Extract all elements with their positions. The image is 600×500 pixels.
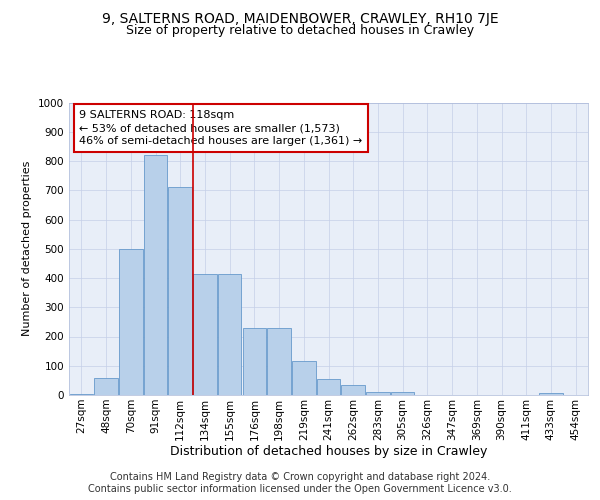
Y-axis label: Number of detached properties: Number of detached properties: [22, 161, 32, 336]
Bar: [391, 392, 415, 395]
Bar: [193, 274, 217, 395]
Bar: [366, 392, 389, 395]
Bar: [539, 393, 563, 395]
Bar: [144, 155, 167, 395]
X-axis label: Distribution of detached houses by size in Crawley: Distribution of detached houses by size …: [170, 446, 487, 458]
Bar: [169, 188, 192, 395]
Bar: [70, 394, 93, 395]
Bar: [119, 249, 143, 395]
Bar: [317, 379, 340, 395]
Text: 9 SALTERNS ROAD: 118sqm
← 53% of detached houses are smaller (1,573)
46% of semi: 9 SALTERNS ROAD: 118sqm ← 53% of detache…: [79, 110, 362, 146]
Bar: [292, 362, 316, 395]
Bar: [218, 274, 241, 395]
Text: Contains public sector information licensed under the Open Government Licence v3: Contains public sector information licen…: [88, 484, 512, 494]
Text: Size of property relative to detached houses in Crawley: Size of property relative to detached ho…: [126, 24, 474, 37]
Bar: [242, 328, 266, 395]
Bar: [341, 385, 365, 395]
Bar: [94, 378, 118, 395]
Bar: [268, 328, 291, 395]
Text: 9, SALTERNS ROAD, MAIDENBOWER, CRAWLEY, RH10 7JE: 9, SALTERNS ROAD, MAIDENBOWER, CRAWLEY, …: [101, 12, 499, 26]
Text: Contains HM Land Registry data © Crown copyright and database right 2024.: Contains HM Land Registry data © Crown c…: [110, 472, 490, 482]
